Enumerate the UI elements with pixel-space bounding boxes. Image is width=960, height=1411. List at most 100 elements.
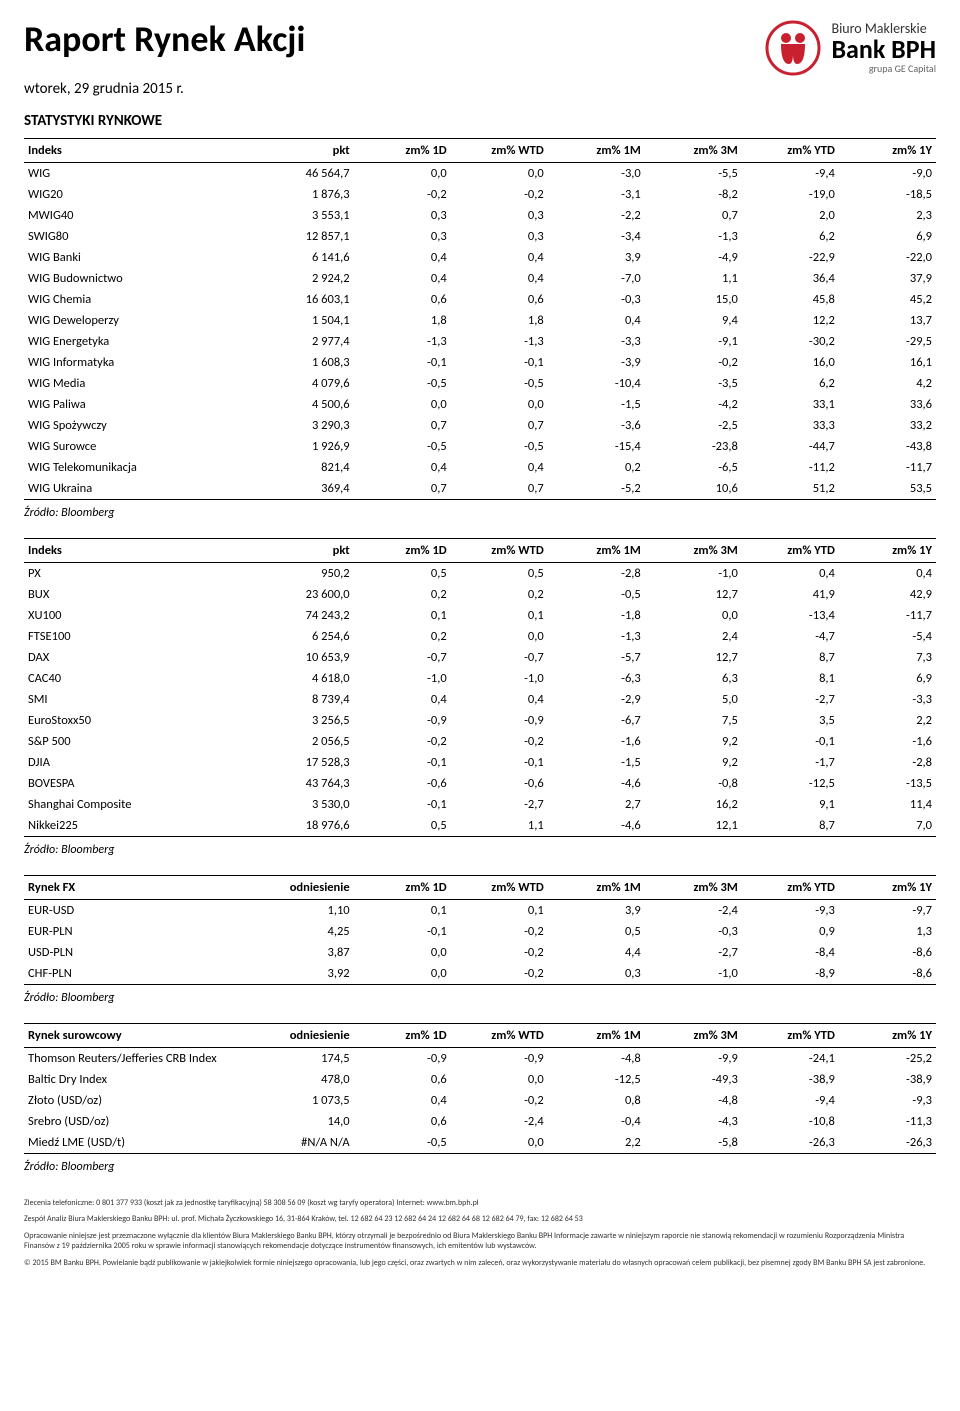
table-cell: 0,9: [742, 921, 839, 942]
table-cell: -1,0: [354, 668, 451, 689]
table-cell: -11,7: [839, 605, 936, 626]
table-cell: 0,6: [354, 1111, 451, 1132]
table-cell: WIG Spożywczy: [24, 415, 244, 436]
table-cell: -0,5: [451, 436, 548, 457]
table-cell: -0,1: [451, 752, 548, 773]
col-header: zm% YTD: [742, 539, 839, 563]
table-cell: 2,2: [548, 1132, 645, 1154]
table-cell: -9,4: [742, 163, 839, 185]
table-cell: -1,3: [548, 626, 645, 647]
table-cell: CHF-PLN: [24, 963, 244, 985]
table-cell: -9,7: [839, 900, 936, 922]
table-cell: FTSE100: [24, 626, 244, 647]
table-cell: -4,8: [548, 1048, 645, 1070]
col-header: zm% 1D: [354, 876, 451, 900]
table-cell: 1 608,3: [244, 352, 354, 373]
table-cell: 7,3: [839, 647, 936, 668]
table-cell: 1 073,5: [244, 1090, 354, 1111]
table-cell: -3,5: [645, 373, 742, 394]
table-cell: 12,2: [742, 310, 839, 331]
table-row: WIG Telekomunikacja821,40,40,40,2-6,5-11…: [24, 457, 936, 478]
table-cell: 0,5: [354, 563, 451, 585]
table-cell: -0,9: [451, 1048, 548, 1070]
table-cell: -2,7: [742, 689, 839, 710]
table-cell: -10,4: [548, 373, 645, 394]
table-cell: -2,2: [548, 205, 645, 226]
table-cell: -0,2: [451, 184, 548, 205]
table-cell: -5,7: [548, 647, 645, 668]
table-fx: Rynek FX odniesienie zm% 1D zm% WTD zm% …: [24, 875, 936, 985]
col-header: zm% 1Y: [839, 139, 936, 163]
table-cell: 4 500,6: [244, 394, 354, 415]
table-cell: -0,2: [451, 921, 548, 942]
table-cell: MWIG40: [24, 205, 244, 226]
table-cell: 2,4: [645, 626, 742, 647]
table-cell: Baltic Dry Index: [24, 1069, 244, 1090]
table-cell: 4 618,0: [244, 668, 354, 689]
table-cell: -8,4: [742, 942, 839, 963]
table-cell: 2,3: [839, 205, 936, 226]
table-cell: 12,7: [645, 584, 742, 605]
page-title: Raport Rynek Akcji: [24, 20, 305, 60]
table-cell: -11,7: [839, 457, 936, 478]
table-cell: 0,8: [548, 1090, 645, 1111]
table-row: DAX10 653,9-0,7-0,7-5,712,78,77,3: [24, 647, 936, 668]
table-row: WIG Paliwa4 500,60,00,0-1,5-4,233,133,6: [24, 394, 936, 415]
table-cell: -13,5: [839, 773, 936, 794]
table-cell: -1,8: [548, 605, 645, 626]
table-cell: 2,7: [548, 794, 645, 815]
table-cell: 174,5: [244, 1048, 354, 1070]
table-cell: -2,8: [548, 563, 645, 585]
table-cell: -1,0: [451, 668, 548, 689]
table-cell: 950,2: [244, 563, 354, 585]
table-cell: 369,4: [244, 478, 354, 500]
table-cell: -49,3: [645, 1069, 742, 1090]
table-cell: 1,8: [451, 310, 548, 331]
footer-line: Opracowanie niniejsze jest przeznaczone …: [24, 1231, 936, 1252]
table-cell: 0,1: [354, 900, 451, 922]
table-cell: -6,5: [645, 457, 742, 478]
table-cell: -0,1: [354, 752, 451, 773]
col-header: odniesienie: [244, 1024, 354, 1048]
table-row: WIG Spożywczy3 290,30,70,7-3,6-2,533,333…: [24, 415, 936, 436]
table-cell: 16 603,1: [244, 289, 354, 310]
table-cell: -0,5: [354, 436, 451, 457]
table-cell: -25,2: [839, 1048, 936, 1070]
table-cell: 8,7: [742, 647, 839, 668]
table-cell: 4,2: [839, 373, 936, 394]
table-cell: 8 739,4: [244, 689, 354, 710]
table-cell: -9,4: [742, 1090, 839, 1111]
table-cell: 4 079,6: [244, 373, 354, 394]
table-cell: 9,2: [645, 731, 742, 752]
table-cell: 45,2: [839, 289, 936, 310]
col-header: zm% WTD: [451, 539, 548, 563]
table-cell: -0,2: [451, 963, 548, 985]
table-cell: 8,7: [742, 815, 839, 837]
table-cell: -4,6: [548, 773, 645, 794]
table-cell: 7,0: [839, 815, 936, 837]
table-row: BUX23 600,00,20,2-0,512,741,942,9: [24, 584, 936, 605]
table-cell: USD-PLN: [24, 942, 244, 963]
table-cell: -2,5: [645, 415, 742, 436]
table-cell: 0,6: [354, 289, 451, 310]
col-header: zm% WTD: [451, 1024, 548, 1048]
col-header: odniesienie: [244, 876, 354, 900]
table-row: WIG Deweloperzy1 504,11,81,80,49,412,213…: [24, 310, 936, 331]
table-cell: Nikkei225: [24, 815, 244, 837]
table-cell: -38,9: [742, 1069, 839, 1090]
table-cell: 821,4: [244, 457, 354, 478]
table-cell: 0,3: [548, 963, 645, 985]
table-cell: 6,9: [839, 668, 936, 689]
table-cell: 0,5: [548, 921, 645, 942]
table-cell: -5,4: [839, 626, 936, 647]
table-cell: -9,1: [645, 331, 742, 352]
table-cell: 33,6: [839, 394, 936, 415]
col-header: zm% YTD: [742, 139, 839, 163]
table-cell: 45,8: [742, 289, 839, 310]
table-cell: -3,0: [548, 163, 645, 185]
table-cell: #N/A N/A: [244, 1132, 354, 1154]
table-cell: 16,2: [645, 794, 742, 815]
table-cell: -9,3: [742, 900, 839, 922]
table-commodities: Rynek surowcowy odniesienie zm% 1D zm% W…: [24, 1023, 936, 1154]
table-cell: DAX: [24, 647, 244, 668]
